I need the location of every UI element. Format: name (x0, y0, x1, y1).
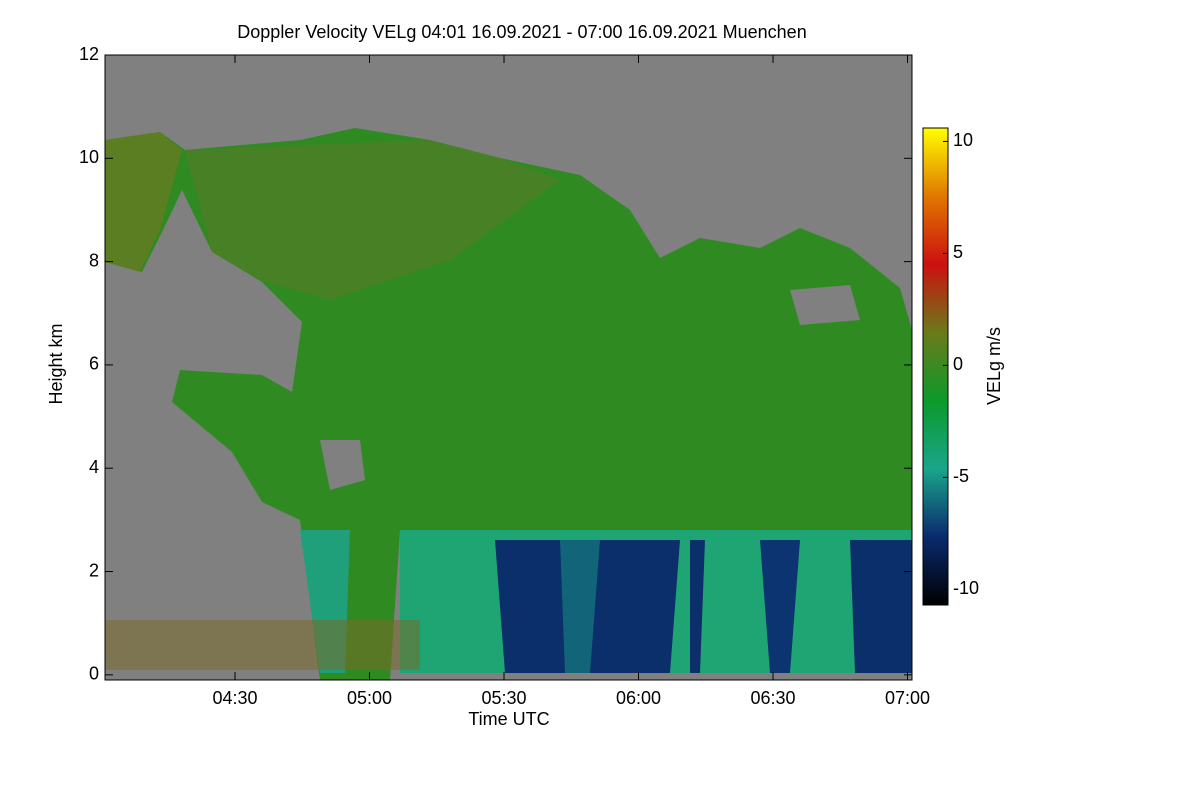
colorbar-tick-label: 10 (953, 130, 973, 150)
clear-air (320, 440, 365, 490)
x-tick-label: 06:00 (616, 688, 661, 708)
velocity-field (105, 128, 912, 680)
y-tick-label: 12 (79, 44, 99, 64)
ground-clutter (105, 620, 420, 670)
colorbar-tick-label: -5 (953, 466, 969, 486)
echo-region (185, 140, 560, 300)
colorbar-tick-label: 5 (953, 242, 963, 262)
y-tick-label: 4 (89, 457, 99, 477)
colorbar-tick-label: 0 (953, 354, 963, 374)
clear-air (790, 285, 860, 325)
y-tick-label: 0 (89, 664, 99, 684)
echo-region (760, 540, 800, 673)
y-tick-label: 10 (79, 147, 99, 167)
x-tick-label: 05:30 (481, 688, 526, 708)
echo-region (560, 540, 600, 673)
y-tick-label: 6 (89, 354, 99, 374)
x-tick-label: 06:30 (750, 688, 795, 708)
x-tick-label: 04:30 (212, 688, 257, 708)
y-tick-label: 2 (89, 560, 99, 580)
echo-region (850, 540, 912, 673)
y-axis-label: Height km (46, 323, 66, 404)
y-tick-label: 8 (89, 250, 99, 270)
colorbar-label: VELg m/s (984, 327, 1004, 405)
echo-region (105, 132, 182, 272)
plot-frame (104, 54, 913, 681)
echo-region (690, 540, 705, 673)
colorbar (922, 127, 949, 606)
chart-title: Doppler Velocity VELg 04:01 16.09.2021 -… (237, 22, 806, 42)
x-tick-label: 05:00 (347, 688, 392, 708)
x-axis-label: Time UTC (468, 709, 549, 729)
colorbar-tick-label: -10 (953, 578, 979, 598)
x-tick-label: 07:00 (885, 688, 930, 708)
